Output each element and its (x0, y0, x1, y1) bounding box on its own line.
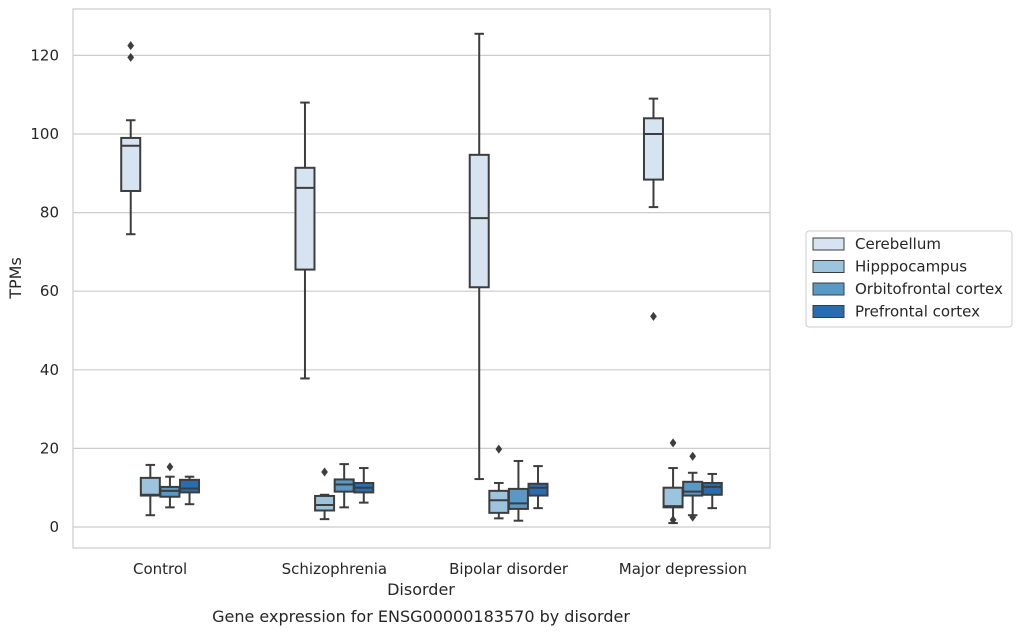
legend-label: Hipppocampus (855, 258, 967, 276)
box-body (179, 478, 201, 494)
y-tick-label: 0 (49, 518, 59, 536)
y-tick-label: 120 (30, 46, 59, 64)
box-prefrontal-cortex (179, 475, 201, 506)
x-axis-label: Disorder (387, 580, 455, 599)
box-body (314, 494, 336, 512)
box-outlier (127, 41, 135, 51)
box-body (682, 480, 704, 497)
box-outlier (669, 515, 677, 525)
legend-label: Prefrontal cortex (855, 303, 980, 321)
box-body (662, 486, 684, 509)
box-cerebellum (294, 101, 316, 380)
box-cerebellum (642, 97, 664, 321)
legend-swatch (812, 305, 845, 318)
box-cerebellum (120, 41, 142, 236)
box-hipppocampus (314, 467, 336, 521)
legend-swatch (812, 237, 845, 251)
figure-caption: Gene expression for ENSG00000183570 by d… (212, 607, 630, 626)
legend-label: Cerebellum (855, 235, 941, 253)
box-prefrontal-cortex (353, 467, 375, 504)
box-orbitofrontal-cortex (682, 451, 704, 522)
x-axis-ticks: Control Schizophrenia Bipolar disorder Majo… (133, 560, 747, 578)
box-orbitofrontal-cortex (159, 462, 181, 509)
x-tick-label: Control (133, 560, 187, 578)
box-hipppocampus (139, 463, 161, 517)
box-body (139, 476, 161, 497)
y-tick-label: 100 (30, 125, 59, 143)
legend-swatch (812, 282, 845, 296)
box-prefrontal-cortex (701, 472, 723, 510)
legend-label: Orbitofrontal cortex (855, 280, 1003, 298)
box-orbitofrontal-cortex (507, 459, 529, 522)
y-axis-label: TPMs (6, 257, 25, 300)
box-orbitofrontal-cortex (333, 463, 355, 509)
box-cerebellum (468, 32, 490, 481)
box-body (488, 489, 510, 514)
plot-frame (72, 8, 771, 549)
y-tick-label: 60 (40, 282, 59, 300)
y-tick-label: 40 (40, 361, 59, 379)
box-prefrontal-cortex (527, 465, 549, 510)
box-outlier (127, 52, 135, 62)
box-outlier (689, 512, 697, 522)
box-body (294, 166, 316, 271)
x-tick-label: Major depression (619, 560, 747, 578)
box-outlier (321, 467, 328, 477)
box-outlier (166, 462, 174, 472)
x-tick-label: Bipolar disorder (449, 560, 569, 578)
box-body (642, 117, 664, 181)
legend: Cerebellum Hipppocampus Orbitofrontal cort… (805, 230, 1013, 328)
y-axis-ticks: 0 20 40 60 80 100 120 (30, 46, 59, 536)
box-outlier (495, 444, 503, 454)
legend-swatch (812, 260, 845, 273)
box-body (507, 487, 529, 510)
box-body (468, 153, 490, 289)
grid-lines (73, 54, 770, 528)
y-tick-label: 80 (40, 204, 59, 222)
box-outlier (669, 438, 677, 448)
box-groups (120, 32, 723, 525)
box-outlier (650, 311, 657, 321)
legend-frame (805, 230, 1013, 328)
y-tick-label: 20 (40, 439, 59, 457)
box-body (527, 482, 549, 497)
box-body (120, 136, 142, 192)
box-body (701, 481, 723, 496)
box-hipppocampus (488, 444, 510, 520)
box-outlier (689, 451, 697, 461)
x-tick-label: Schizophrenia (282, 560, 387, 578)
box-hipppocampus (662, 438, 684, 525)
